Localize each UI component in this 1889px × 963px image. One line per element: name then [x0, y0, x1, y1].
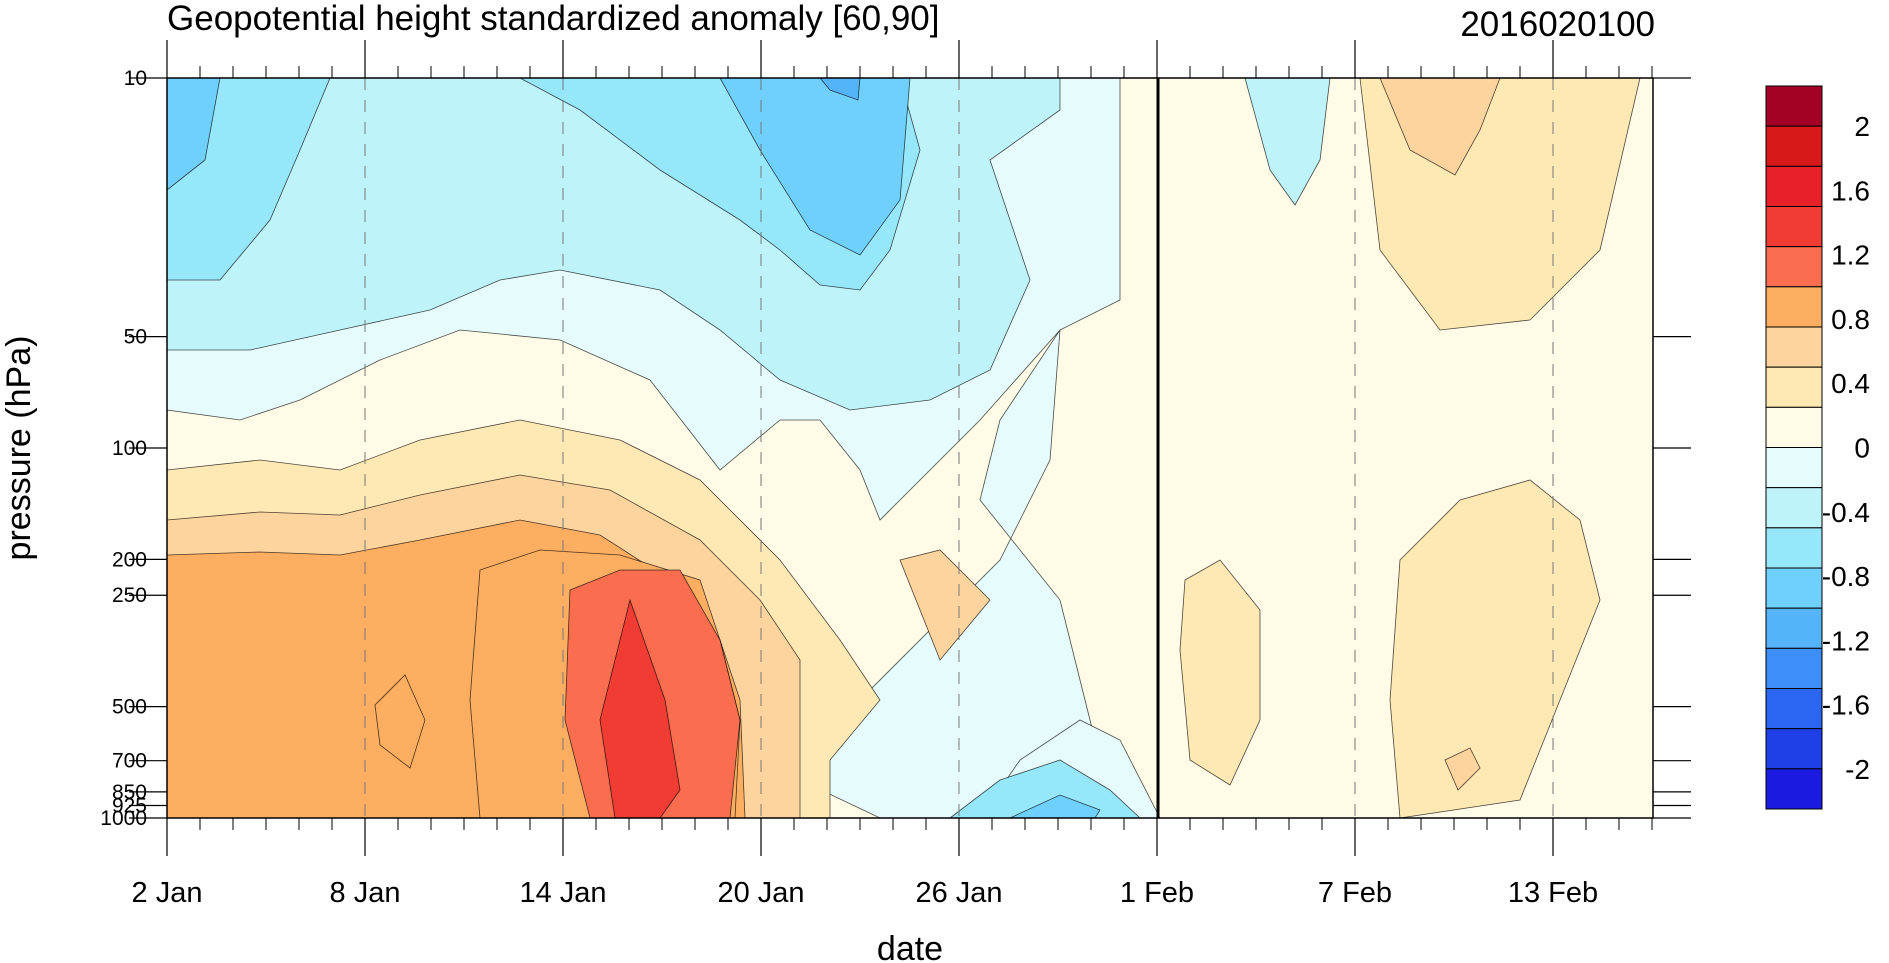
colorbar-label: -0.4 — [1822, 497, 1870, 528]
contour-bands — [166, 77, 1641, 819]
colorbar-swatch — [1765, 728, 1823, 770]
y-tick-label: 10 — [124, 67, 147, 90]
chart-title: Geopotential height standardized anomaly… — [167, 0, 939, 38]
y-tick-label: 1000 — [100, 807, 147, 830]
plot-area — [166, 77, 1654, 819]
colorbar-label: -1.2 — [1822, 625, 1870, 656]
colorbar-swatch — [1765, 527, 1823, 569]
x-tick-label: 7 Feb — [1318, 877, 1392, 909]
x-axis: 2 Jan 8 Jan 14 Jan 20 Jan 26 Jan 1 Feb 7 Feb 13… — [132, 40, 1653, 909]
colorbar-swatch — [1765, 85, 1823, 127]
colorbar-label: 2 — [1854, 111, 1870, 142]
colorbar-label: -2 — [1845, 754, 1870, 785]
contour-band — [374, 674, 426, 769]
colorbar-swatch — [1765, 326, 1823, 368]
colorbar-swatch — [1765, 125, 1823, 167]
colorbar-swatch — [1765, 165, 1823, 207]
x-tick-label: 2 Jan — [132, 877, 203, 909]
y-tick-label: 200 — [112, 548, 147, 571]
colorbar-label: 1.2 — [1831, 240, 1870, 271]
y-tick-label: 850 — [112, 781, 147, 804]
colorbar-swatch — [1765, 768, 1823, 810]
colorbar-swatch — [1765, 406, 1823, 449]
colorbar-swatch — [1765, 688, 1823, 730]
colorbar-label: -1.6 — [1822, 690, 1870, 721]
y-tick-label: 50 — [124, 326, 147, 349]
colorbar-swatch — [1765, 487, 1823, 529]
colorbar-label: 1.6 — [1831, 175, 1870, 206]
colorbar-swatch — [1765, 567, 1823, 609]
y-tick-label: 500 — [112, 696, 147, 719]
chart-subtitle: 2016020100 — [1460, 5, 1655, 44]
x-tick-label: 8 Jan — [330, 877, 401, 909]
colorbar: 2 1.6 1.2 0.8 0.4 0 -0.4 -0.8 -1.2 -1.6 -2 — [1765, 85, 1870, 810]
contour-band — [1179, 559, 1261, 786]
colorbar-swatch — [1765, 447, 1823, 489]
y-tick-label: 925 — [112, 794, 147, 817]
colorbar-label: 0.4 — [1831, 368, 1870, 399]
y-tick-label: 700 — [112, 750, 147, 773]
colorbar-swatch — [1765, 647, 1823, 689]
x-tick-label: 13 Feb — [1508, 877, 1598, 909]
colorbar-swatch — [1765, 286, 1823, 328]
colorbar-label: 0 — [1854, 433, 1870, 464]
colorbar-swatch — [1765, 366, 1823, 408]
contour-band — [1389, 479, 1601, 819]
colorbar-label: -0.8 — [1822, 561, 1870, 592]
x-tick-label: 1 Feb — [1120, 877, 1194, 909]
colorbar-swatch — [1765, 246, 1823, 288]
x-axis-label: date — [877, 930, 943, 963]
contour-band — [899, 549, 991, 661]
contour-band — [1444, 747, 1481, 791]
y-tick-label: 250 — [112, 584, 147, 607]
colorbar-swatch — [1765, 206, 1823, 248]
colorbar-label: 0.8 — [1831, 304, 1870, 335]
x-tick-label: 14 Jan — [519, 877, 606, 909]
y-tick-label: 100 — [112, 437, 147, 460]
x-tick-label: 26 Jan — [915, 877, 1002, 909]
colorbar-swatch — [1765, 607, 1823, 649]
y-axis-label: pressure (hPa) — [0, 336, 38, 561]
x-tick-label: 20 Jan — [717, 877, 804, 909]
